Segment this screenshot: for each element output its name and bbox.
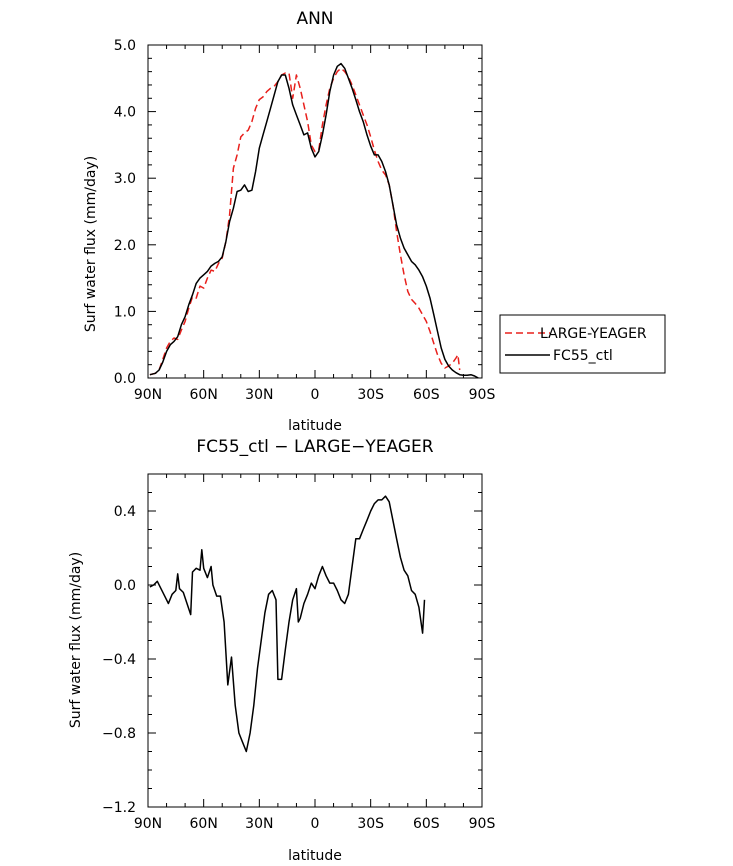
chart-title: ANN (296, 9, 333, 29)
y-tick-label: 0.0 (114, 371, 136, 387)
tick-group: 90N 60N 30N 0 30S 60S 90S −1.2 −0.8 −0.4 0.0 0.4 (102, 473, 496, 832)
y-tick-label: 3.0 (114, 171, 136, 187)
x-tick-label: 90S (469, 387, 496, 403)
y-axis-label: Surf water flux (mm/day) (68, 552, 84, 728)
y-tick-label: 0.4 (114, 504, 136, 520)
x-tick-label: 90N (134, 816, 162, 832)
y-tick-label: 4.0 (114, 105, 136, 121)
legend-label-fc55-ctl: FC55_ctl (553, 348, 613, 364)
y-tick-label: 0.0 (114, 578, 136, 594)
y-tick-label: −0.8 (102, 726, 136, 742)
y-tick-label: 1.0 (114, 304, 136, 320)
series-group (149, 495, 426, 753)
chart-title: FC55_ctl − LARGE−YEAGER (196, 437, 433, 457)
x-axis-label: latitude (288, 418, 342, 434)
tick-group: 90N 60N 30N 0 30S 60S 90S 0.0 1.0 2.0 3.0 4.0 5.0 (114, 38, 496, 403)
x-tick-label: 60N (190, 387, 218, 403)
series-line-difference (149, 495, 426, 753)
plot-frame (147, 473, 483, 808)
x-tick-label: 30N (245, 387, 273, 403)
x-tick-label: 0 (311, 816, 320, 832)
y-tick-label: −1.2 (102, 800, 136, 816)
series-group (149, 62, 479, 379)
series-line-large-yeager (149, 67, 461, 376)
chart-top: ANN latitude Surf water flux (mm/day) 90… (83, 9, 666, 434)
y-tick-label: 5.0 (114, 38, 136, 54)
x-axis-label: latitude (288, 848, 342, 864)
x-tick-label: 60N (190, 816, 218, 832)
x-tick-label: 60S (413, 816, 440, 832)
plot-frame (147, 44, 483, 379)
x-tick-label: 30S (357, 387, 384, 403)
legend-box (499, 314, 666, 374)
legend-label-large-yeager: LARGE-YEAGER (540, 326, 647, 342)
x-tick-label: 30S (357, 816, 384, 832)
legend: LARGE-YEAGER FC55_ctl (499, 314, 666, 374)
y-tick-label: −0.4 (102, 652, 136, 668)
chart-bottom: FC55_ctl − LARGE−YEAGER latitude Surf wa… (68, 437, 495, 864)
series-line-fc55-ctl (149, 62, 479, 379)
y-tick-label: 2.0 (114, 238, 136, 254)
x-tick-label: 0 (311, 387, 320, 403)
x-tick-label: 30N (245, 816, 273, 832)
x-tick-label: 60S (413, 387, 440, 403)
x-tick-label: 90N (134, 387, 162, 403)
y-axis-label: Surf water flux (mm/day) (83, 156, 99, 332)
x-tick-label: 90S (469, 816, 496, 832)
